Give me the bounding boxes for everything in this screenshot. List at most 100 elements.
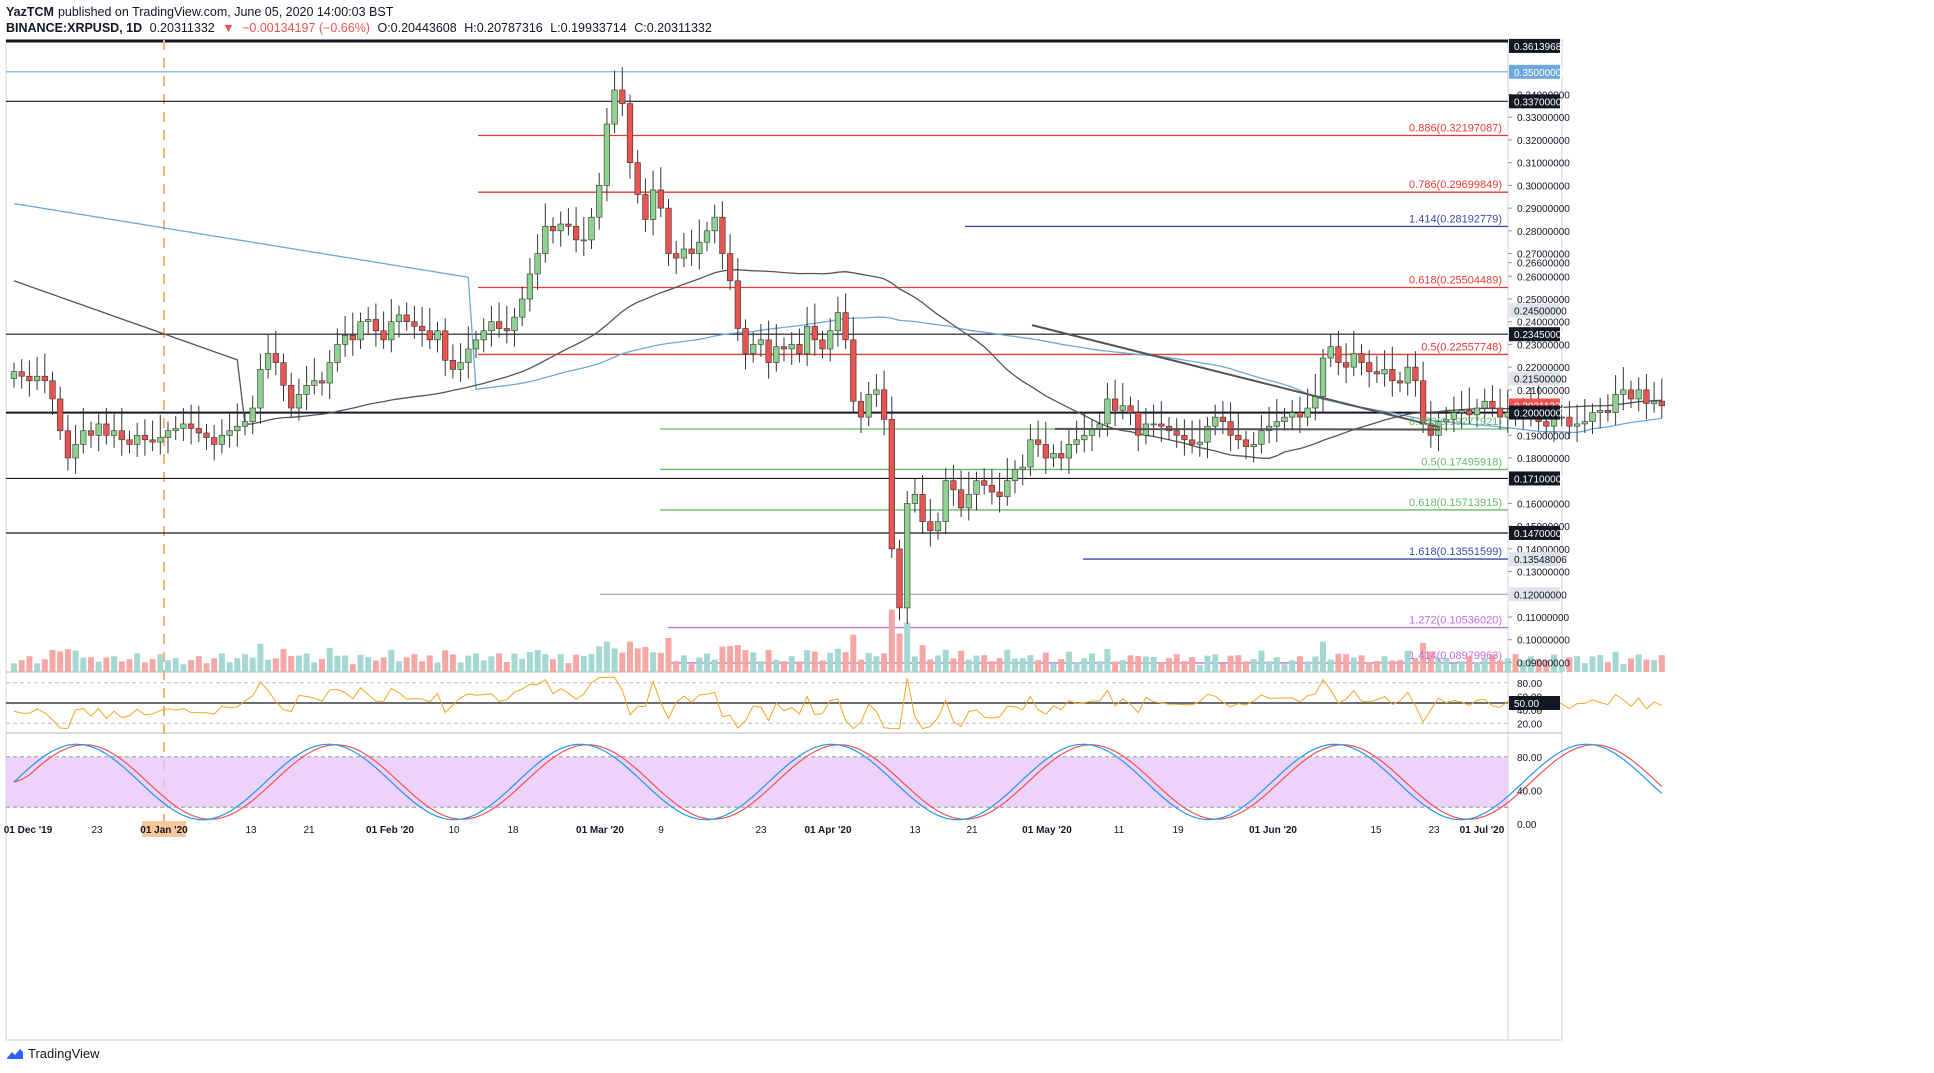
candle-up (311, 380, 318, 386)
candle-up (680, 248, 687, 259)
candle-down (195, 428, 202, 434)
volume-bar (203, 663, 210, 672)
volume-bar (234, 658, 241, 672)
volume-bar (935, 655, 941, 672)
fib-label: 0.5(0.22557748) (1421, 341, 1502, 353)
price-tick-label: 0.19000000 (1517, 431, 1570, 442)
price-change: −0.00134197 (−0.66%) (242, 21, 370, 35)
price-badge (1509, 64, 1560, 79)
candle-down (280, 362, 287, 386)
volume-bar (319, 659, 325, 672)
candle-down (1189, 439, 1196, 445)
volume-bar (904, 622, 911, 672)
price-badge (1509, 471, 1560, 486)
candle-down (742, 328, 749, 354)
volume-bar (1135, 656, 1142, 672)
candle-down (1658, 400, 1665, 407)
fib-label: 0.5(0.17495918) (1421, 456, 1502, 468)
volume-bar (365, 657, 372, 672)
time-axis[interactable]: 01 Dec '19 23 01 Jan '20 13 21 01 Feb '20 10 18… (4, 821, 1505, 837)
volume-bar (57, 651, 64, 672)
volume-bar (1166, 658, 1172, 672)
open-label: O: (377, 21, 391, 35)
volume-bar (149, 659, 156, 672)
volume-bar (26, 656, 33, 672)
candle-up (1212, 416, 1219, 427)
volume-bar (642, 647, 649, 672)
candle-down (657, 189, 664, 209)
candle-up (873, 389, 880, 395)
candle-down (18, 371, 25, 377)
time-tick-label: 01 Feb '20 (366, 825, 414, 836)
candle-up (295, 394, 303, 409)
tradingview-logo-icon (7, 1048, 23, 1059)
candle-up (1612, 394, 1619, 413)
volume-bar (1527, 656, 1534, 672)
price-tick-label: 0.31000000 (1517, 159, 1570, 170)
volume-bar (1566, 657, 1573, 672)
volume-bar (1004, 649, 1011, 672)
candle-up (234, 425, 241, 432)
volume-bar (280, 649, 287, 672)
volume-bar (1466, 656, 1473, 672)
volume-bar (265, 659, 272, 672)
candle-up (365, 319, 372, 322)
high-label: H: (464, 21, 477, 35)
volume-bar (603, 641, 610, 672)
volume-bar (1219, 663, 1226, 672)
candle-down (842, 312, 849, 341)
close-label: C: (634, 21, 647, 35)
candle-up (388, 321, 395, 341)
time-tick-label: 11 (1114, 825, 1125, 836)
volume-bar (1412, 658, 1419, 672)
volume-bar (1258, 650, 1265, 672)
candle-down (349, 335, 356, 341)
volume-bar (403, 657, 410, 672)
stoch-tick-label: 0.00 (1517, 820, 1537, 831)
volume-bar (1435, 657, 1442, 672)
tradingview-logo[interactable]: TradingView (6, 1046, 100, 1061)
volume-bar (419, 661, 426, 672)
candle-up (257, 369, 264, 409)
volume-bar (1489, 654, 1496, 672)
volume-bar (1042, 652, 1049, 672)
volume-bar (596, 646, 603, 672)
volume-bar (1420, 642, 1427, 672)
candle-down (1242, 439, 1250, 447)
volume-bar (1597, 655, 1604, 672)
candle-down (495, 321, 503, 329)
volume-bar (434, 662, 441, 672)
candle-up (134, 434, 141, 445)
price-badge (1509, 303, 1560, 318)
candle-up (1027, 439, 1034, 468)
rsi-tick-label: 80.00 (1517, 679, 1542, 690)
candle-down (1373, 371, 1380, 375)
volume-bar (796, 661, 803, 672)
candle-up (1281, 416, 1288, 422)
price-axis[interactable]: 0.361396840.350000000.340000000.33700000… (1508, 38, 1570, 670)
volume-bar (757, 661, 764, 672)
rsi-badge-label: 50.00 (1514, 699, 1539, 710)
volume-bar (242, 654, 248, 672)
author-name[interactable]: YazTCM (6, 5, 54, 19)
candle-down (734, 280, 741, 329)
candle-up (72, 444, 79, 459)
volume-bar (719, 646, 726, 672)
volume-bar (1127, 655, 1134, 672)
candle-down (380, 330, 387, 341)
time-tick-label: 13 (245, 825, 257, 836)
volume-bar (34, 663, 41, 672)
candle-up (465, 348, 472, 363)
candle-up (711, 216, 718, 232)
candle-down (888, 419, 895, 550)
volume-bar (557, 654, 564, 672)
price-tick-label: 0.17100000 (1514, 474, 1567, 485)
symbol-label[interactable]: BINANCE:XRPUSD, 1D (6, 21, 143, 35)
last-price: 0.20311332 (149, 21, 215, 35)
candle-down (565, 223, 572, 227)
fib-labels: 0.886(0.32197087) 0.786(0.29699849) 1.414(… (1409, 122, 1502, 661)
volume-bar (334, 655, 341, 672)
candle-down (1497, 407, 1504, 418)
volume-bar (519, 658, 526, 672)
